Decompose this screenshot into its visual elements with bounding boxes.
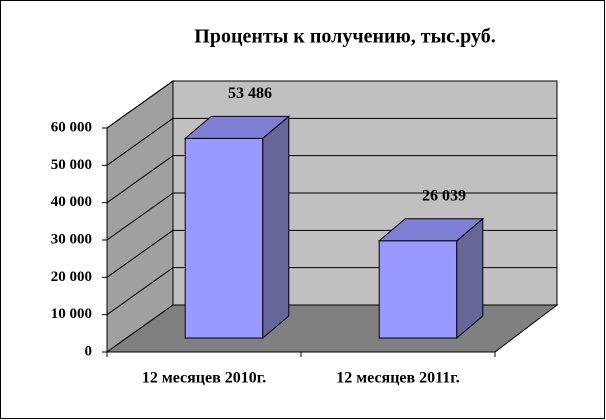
bar-front: [184, 137, 264, 339]
y-tick-label: 0: [85, 343, 93, 359]
bar-side: [262, 115, 290, 340]
grid-line: [106, 229, 174, 278]
grid-line: [106, 117, 174, 166]
y-tick-label: 30 000: [51, 231, 92, 247]
grid-line: [106, 155, 174, 204]
bar-top: [377, 218, 485, 242]
y-tick-label: 60 000: [51, 119, 92, 135]
bar-front: [378, 240, 458, 339]
y-tick-label: 50 000: [51, 157, 92, 173]
y-tick-label: 10 000: [51, 306, 92, 322]
bar-top: [183, 115, 291, 139]
x-tick-label: 12 месяцев 2010г.: [142, 370, 266, 387]
grid-line: [106, 267, 174, 316]
x-tick-label: 12 месяцев 2011г.: [336, 370, 460, 387]
bar: [183, 115, 291, 340]
chart-title: Проценты к получению, тыс.руб.: [194, 26, 495, 48]
floor: [105, 304, 559, 353]
value-label: 53 486: [228, 85, 272, 102]
y-tick-label: 20 000: [51, 269, 92, 285]
value-label: 26 039: [422, 187, 466, 204]
grid-line: [106, 80, 174, 129]
y-tick-label: 40 000: [51, 194, 92, 210]
grid-line: [106, 192, 174, 241]
bar: [377, 217, 485, 340]
